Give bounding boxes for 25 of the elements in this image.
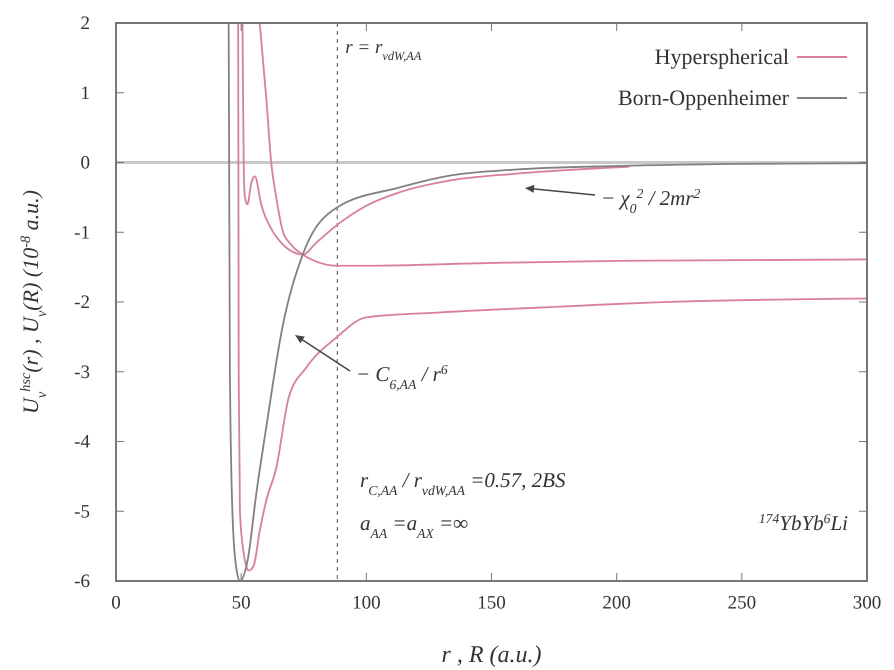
y-tick-label: 2 bbox=[80, 13, 90, 34]
y-tick-label: -6 bbox=[74, 571, 90, 592]
x-tick-label: 300 bbox=[852, 592, 882, 614]
annotation: r$_{C,AA}$ / r$_{vdW,AA}$ =0.57, 2BS bbox=[360, 468, 566, 498]
ref-line-label: r = r$_{vdW,AA}$ bbox=[345, 37, 422, 63]
annotation: − C$_{6,AA}$ / r$^{6}$ bbox=[356, 362, 448, 392]
x-tick-label: 250 bbox=[728, 592, 756, 614]
x-tick-label: 100 bbox=[352, 592, 381, 614]
x-tick-label: 200 bbox=[602, 592, 631, 614]
annotation: a$_{AA}$ =a$_{AX}$ =∞ bbox=[360, 511, 468, 540]
x-tick-label: 50 bbox=[232, 592, 251, 614]
y-tick-label: -5 bbox=[74, 501, 90, 522]
annotation: − χ$_{0}$$^{2}$ / 2mr$^{2}$ bbox=[601, 186, 701, 216]
y-tick-label: -3 bbox=[74, 362, 90, 383]
legend-label: Hyperspherical bbox=[654, 44, 789, 69]
y-tick-label: 0 bbox=[80, 152, 90, 174]
y-tick-label: 1 bbox=[80, 82, 90, 104]
y-tick-label: -1 bbox=[74, 222, 90, 244]
x-tick-label: 150 bbox=[477, 592, 506, 614]
y-tick-label: -4 bbox=[74, 432, 90, 453]
legend-label: Born-Oppenheimer bbox=[618, 85, 790, 110]
x-axis-title: r , R (a.u.) bbox=[442, 642, 542, 668]
x-tick-label: 0 bbox=[111, 592, 121, 614]
y-tick-label: -2 bbox=[74, 292, 90, 314]
annotation: $^{174}$YbYb$^{6}$Li bbox=[758, 510, 848, 535]
